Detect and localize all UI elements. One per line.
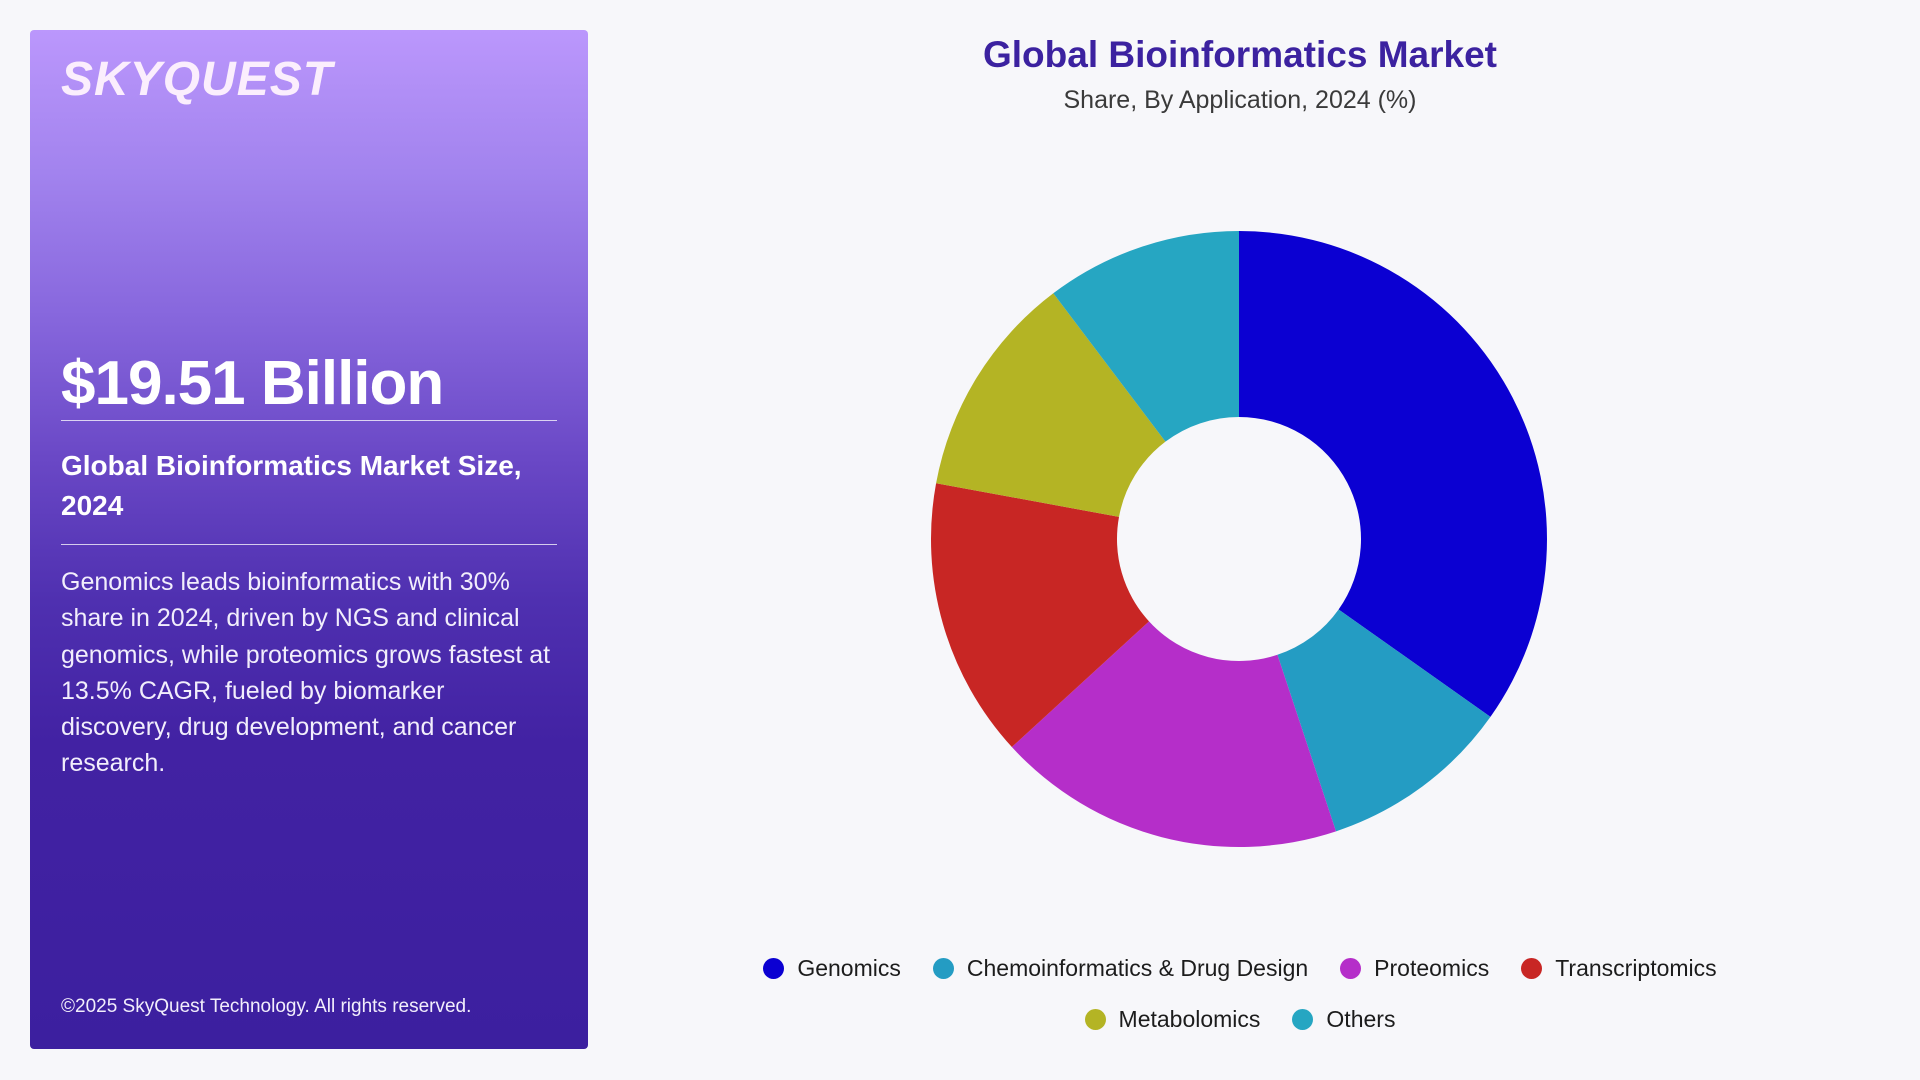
chart-legend: Genomics Chemoinformatics & Drug Design … xyxy=(620,955,1860,1033)
legend-label: Proteomics xyxy=(1374,955,1490,981)
skyquest-logo: SKYQUEST xyxy=(61,53,334,106)
donut-slice-proteomics[interactable] xyxy=(1011,621,1337,847)
legend-item-metabolomics[interactable]: Metabolomics xyxy=(1084,1006,1261,1033)
summary-panel: SKYQUEST $19.51 Billion Global Bioinform… xyxy=(30,30,588,1049)
market-value: $19.51 Billion xyxy=(61,349,444,418)
copyright-text: ©2025 SkyQuest Technology. All rights re… xyxy=(61,996,472,1017)
legend-dot-icon xyxy=(763,958,785,979)
chart-subtitle: Share, By Application, 2024 (%) xyxy=(1063,86,1417,114)
donut-slice-chemoinformatics-drug-design[interactable] xyxy=(1277,609,1491,832)
legend-dot-icon xyxy=(1292,1009,1314,1030)
donut-slice-metabolomics[interactable] xyxy=(936,293,1166,517)
donut-slice-transcriptomics[interactable] xyxy=(931,483,1150,748)
legend-dot-icon xyxy=(1521,958,1543,979)
legend-label: Chemoinformatics & Drug Design xyxy=(966,955,1309,981)
legend-item-transcriptomics[interactable]: Transcriptomics xyxy=(1521,955,1717,982)
divider xyxy=(61,420,557,421)
legend-item-proteomics[interactable]: Proteomics xyxy=(1340,955,1489,982)
legend-item-chemoinformatics[interactable]: Chemoinformatics & Drug Design xyxy=(932,955,1309,982)
legend-row-2: Metabolomics Others xyxy=(620,1006,1860,1033)
donut-slices xyxy=(931,231,1547,847)
legend-label: Transcriptomics xyxy=(1555,955,1717,981)
legend-item-others[interactable]: Others xyxy=(1292,1006,1395,1033)
legend-label: Others xyxy=(1326,1006,1396,1032)
market-description: Genomics leads bioinformatics with 30% s… xyxy=(61,568,551,778)
market-size-label: Global Bioinformatics Market Size, 2024 xyxy=(61,450,522,521)
chart-title: Global Bioinformatics Market xyxy=(983,34,1497,75)
legend-dot-icon xyxy=(1084,1009,1106,1030)
legend-label: Genomics xyxy=(797,955,901,981)
legend-row-1: Genomics Chemoinformatics & Drug Design … xyxy=(620,955,1860,982)
legend-label: Metabolomics xyxy=(1118,1006,1261,1032)
legend-item-genomics[interactable]: Genomics xyxy=(763,955,901,982)
donut-slice-others[interactable] xyxy=(1053,231,1239,442)
legend-dot-icon xyxy=(1340,958,1362,979)
divider xyxy=(61,544,557,545)
donut-slice-genomics[interactable] xyxy=(1239,231,1547,717)
legend-dot-icon xyxy=(932,958,954,979)
